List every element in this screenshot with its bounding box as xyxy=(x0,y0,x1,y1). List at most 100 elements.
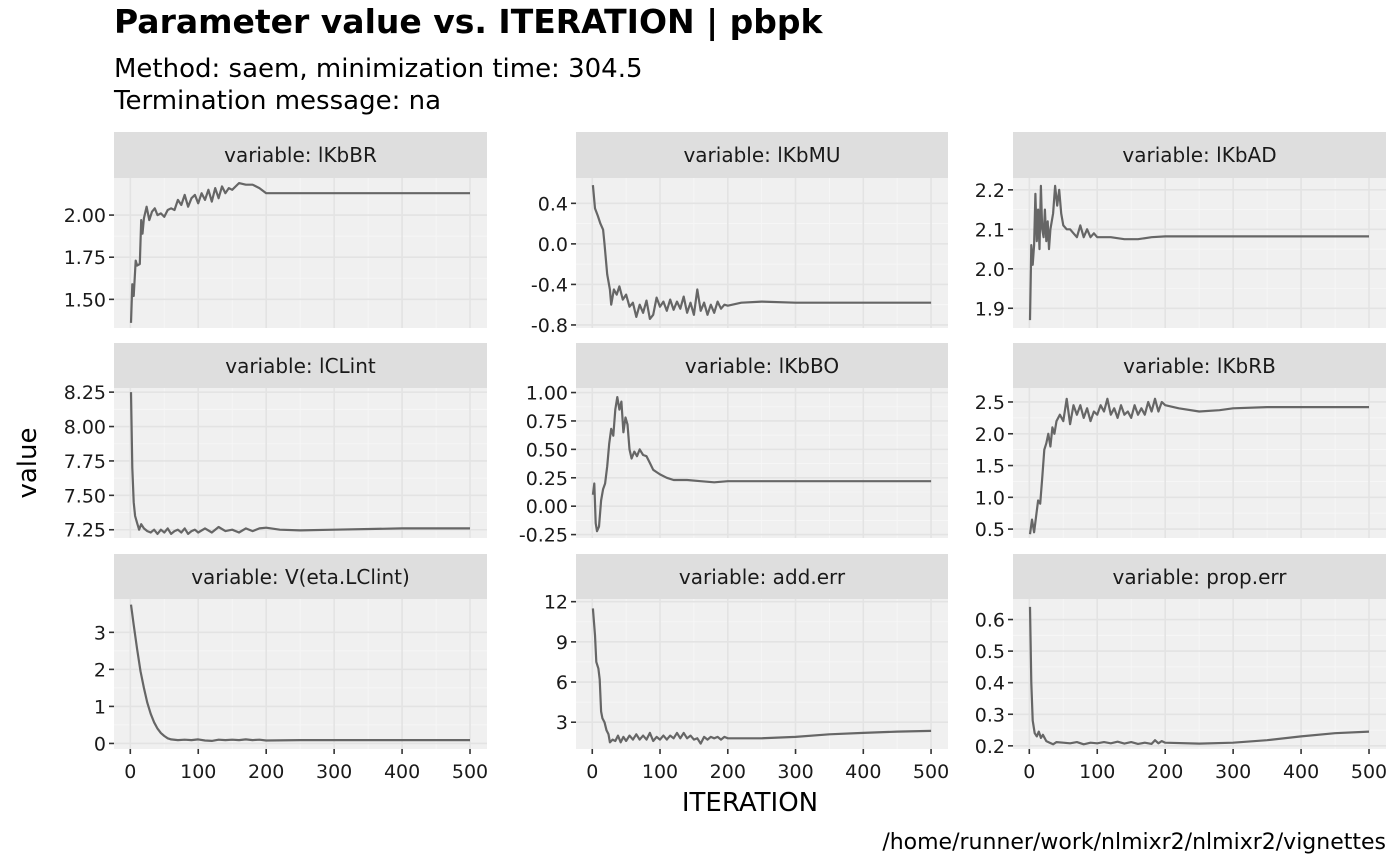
y-axis-label: value xyxy=(13,427,43,499)
y-tick-label: 9 xyxy=(556,632,568,654)
x-tick-label: 300 xyxy=(777,761,813,783)
chart-subtitle-termination: Termination message: na xyxy=(114,86,442,116)
y-tick-label: 1.50 xyxy=(64,289,106,311)
y-tick-label: 0.4 xyxy=(975,673,1005,695)
y-tick-label: 12 xyxy=(544,592,568,614)
facet-strip-label: variable: prop.err xyxy=(1113,565,1288,589)
facet-strip xyxy=(576,554,948,599)
x-tick-label: 0 xyxy=(124,761,136,783)
facet-strip xyxy=(576,343,948,388)
series-line xyxy=(591,396,932,533)
y-tick-label: 0.0 xyxy=(538,234,568,256)
x-tick-label: 500 xyxy=(913,761,949,783)
facet-panel: variable: lCLint 7.25 7.50 7.75 8.00 8.25 xyxy=(64,343,487,542)
x-tick-label: 500 xyxy=(1351,761,1387,783)
y-tick-label: 0.00 xyxy=(526,496,568,518)
facet-strip-label: variable: lKbRB xyxy=(1123,354,1276,378)
facet-strip-label: variable: V(eta.LClint) xyxy=(191,565,410,589)
y-tick-label: 0.5 xyxy=(975,519,1005,541)
x-tick-label: 100 xyxy=(642,761,678,783)
y-tick-label: 8.25 xyxy=(64,382,106,404)
y-tick-label: 0.4 xyxy=(538,193,568,215)
facet-strip-label: variable: lKbAD xyxy=(1122,143,1276,167)
y-tick-label: -0.8 xyxy=(531,315,568,337)
y-tick-label: 0.6 xyxy=(975,610,1005,632)
y-tick-label: 2.00 xyxy=(64,205,106,227)
facet-panel: variable: lKbMU -0.8 -0.4 0.0 0.4 xyxy=(531,132,948,337)
x-tick-label: 300 xyxy=(316,761,352,783)
series-line xyxy=(1028,184,1369,321)
y-tick-label: 7.25 xyxy=(64,520,106,542)
y-tick-label: 0.50 xyxy=(526,439,568,461)
x-tick-label: 400 xyxy=(1283,761,1319,783)
x-tick-label: 200 xyxy=(1147,761,1183,783)
y-tick-label: 1.9 xyxy=(975,298,1005,320)
facet-panel: variable: lKbBO -0.25 0.00 0.25 0.50 0.75 1.00 xyxy=(519,343,948,547)
x-tick-label: 400 xyxy=(384,761,420,783)
facet-strip xyxy=(114,343,487,388)
chart-subtitle-method: Method: saem, minimization time: 304.5 xyxy=(114,54,643,84)
x-tick-label: 200 xyxy=(248,761,284,783)
facet-panel: variable: V(eta.LClint) 0 1 2 3 0 100 200 300 400… xyxy=(94,554,488,783)
facet-strip-label: variable: lKbMU xyxy=(683,143,840,167)
series-line xyxy=(1028,606,1370,746)
facet-strip-label: variable: add.err xyxy=(679,565,846,589)
y-tick-label: 7.75 xyxy=(64,451,106,473)
facet-strip-label: variable: lKbBO xyxy=(685,354,839,378)
x-tick-label: 200 xyxy=(710,761,746,783)
series-line xyxy=(129,392,470,535)
x-tick-label: 300 xyxy=(1215,761,1251,783)
y-tick-label: 8.00 xyxy=(64,417,106,439)
x-tick-label: 100 xyxy=(1079,761,1115,783)
y-tick-label: 3 xyxy=(94,622,106,644)
series-line xyxy=(129,182,470,323)
y-tick-label: -0.25 xyxy=(519,525,568,547)
y-tick-label: 2.5 xyxy=(975,392,1005,414)
facet-strip xyxy=(114,132,487,178)
facet-panel: variable: lKbAD 1.9 2.0 2.1 2.2 xyxy=(975,132,1386,328)
y-tick-label: 1 xyxy=(94,696,106,718)
facet-strip-label: variable: lKbBR xyxy=(224,143,377,167)
x-tick-label: 0 xyxy=(1023,761,1035,783)
y-tick-label: 1.0 xyxy=(975,487,1005,509)
y-tick-label: 6 xyxy=(556,672,568,694)
x-tick-label: 0 xyxy=(586,761,598,783)
y-tick-label: 0.2 xyxy=(975,736,1005,758)
series-line xyxy=(591,185,932,320)
y-tick-label: 2.0 xyxy=(975,424,1005,446)
y-tick-label: 7.50 xyxy=(64,485,106,507)
chart-title: Parameter value vs. ITERATION | pbpk xyxy=(114,2,823,41)
facet-panel: variable: prop.err 0.2 0.3 0.4 0.5 0.6 0 100 200… xyxy=(975,554,1387,783)
y-tick-label: -0.4 xyxy=(531,274,568,296)
y-tick-label: 0.25 xyxy=(526,468,568,490)
x-tick-label: 100 xyxy=(180,761,216,783)
facet-strip xyxy=(1013,554,1386,599)
x-axis-label: ITERATION xyxy=(681,788,819,818)
facet-panel: variable: lKbRB 0.5 1.0 1.5 2.0 2.5 xyxy=(975,343,1386,541)
y-tick-label: 0.75 xyxy=(526,411,568,433)
facet-panel: variable: add.err 3 6 9 12 0 100 200 300 400 500 xyxy=(544,554,949,783)
y-tick-label: 3 xyxy=(556,712,568,734)
facet-strip xyxy=(1013,343,1386,388)
facet-strip-label: variable: lCLint xyxy=(225,354,376,378)
y-tick-label: 1.75 xyxy=(64,247,106,269)
x-tick-label: 500 xyxy=(452,761,488,783)
y-tick-label: 1.5 xyxy=(975,456,1005,478)
y-tick-label: 0.3 xyxy=(975,704,1005,726)
y-tick-label: 0.5 xyxy=(975,641,1005,663)
y-tick-label: 2 xyxy=(94,659,106,681)
facet-panel: variable: lKbBR 1.50 1.75 2.00 xyxy=(64,132,487,328)
facet-strip xyxy=(114,554,487,599)
chart-caption: /home/runner/work/nlmixr2/nlmixr2/vignet… xyxy=(882,830,1386,855)
x-tick-label: 400 xyxy=(845,761,881,783)
y-tick-label: 2.0 xyxy=(975,259,1005,281)
facet-strip xyxy=(1013,132,1386,178)
series-line xyxy=(129,604,470,742)
series-line xyxy=(591,608,932,745)
y-tick-label: 0 xyxy=(94,733,106,755)
y-tick-label: 1.00 xyxy=(526,383,568,405)
series-line xyxy=(1028,397,1369,535)
facet-strip xyxy=(576,132,948,178)
y-tick-label: 2.1 xyxy=(975,219,1005,241)
